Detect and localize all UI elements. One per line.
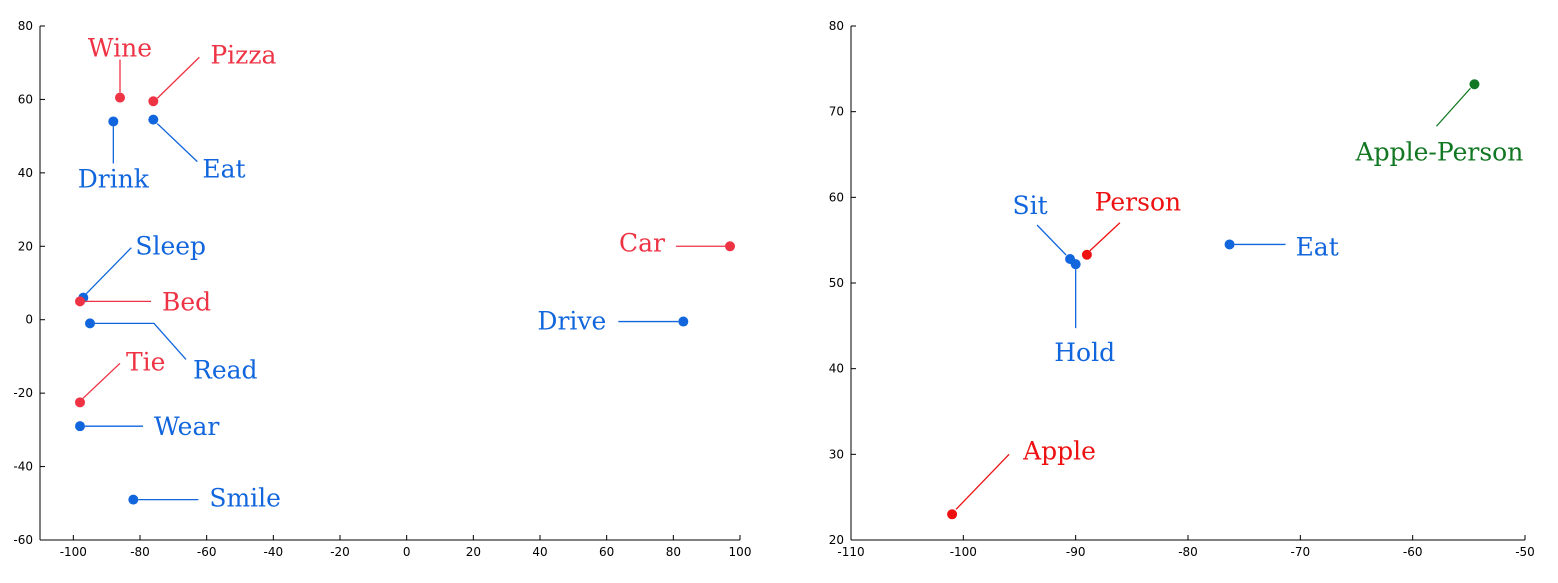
- x-tick-label: -80: [1178, 545, 1198, 559]
- point-label-tie: Tie: [126, 347, 165, 376]
- right-scatter-chart: -110 -100 -90 -80 -70 -60 -50 20 30 40 50 60 70 80 App…: [829, 19, 1535, 559]
- y-tick-label: 20: [829, 533, 844, 547]
- y-tick-label: 50: [829, 276, 844, 290]
- point-bed: [75, 296, 85, 307]
- x-tick-label: -60: [197, 545, 217, 559]
- x-tick-label: -60: [1403, 545, 1423, 559]
- point-wine: [115, 92, 125, 103]
- point-label-drive: Drive: [537, 307, 606, 336]
- x-tick-label: 100: [729, 545, 752, 559]
- point-read: [85, 318, 95, 329]
- point-label-apple: Apple: [1022, 436, 1096, 465]
- y-tick-label: -60: [13, 533, 33, 547]
- y-tick-label: 70: [829, 105, 844, 119]
- y-tick-label: 60: [829, 190, 844, 204]
- leader-line-sit: [1036, 224, 1067, 256]
- point-person: [1081, 249, 1092, 260]
- x-tick-label: -90: [1066, 545, 1086, 559]
- leader-line-pizza: [156, 56, 200, 99]
- x-tick-label: -80: [130, 545, 150, 559]
- x-tick-label: -50: [1515, 545, 1535, 559]
- leader-line-apple-person: [1435, 87, 1471, 127]
- y-tick-label: -40: [13, 460, 33, 474]
- point-apple: [947, 509, 958, 520]
- x-tick-label: -20: [330, 545, 350, 559]
- point-label-car: Car: [619, 228, 665, 257]
- x-tick-label: -110: [837, 545, 864, 559]
- y-tick-label: 40: [18, 166, 33, 180]
- point-label-hold: Hold: [1054, 338, 1115, 367]
- point-label-sit: Sit: [1012, 191, 1047, 220]
- point-drive: [678, 316, 689, 327]
- point-label-person: Person: [1095, 188, 1181, 217]
- point-label-wear: Wear: [154, 412, 219, 441]
- x-tick-label: 80: [666, 545, 681, 559]
- point-label-bed: Bed: [162, 287, 211, 316]
- leader-line-eat: [156, 123, 198, 163]
- leader-line-apple: [955, 453, 1010, 510]
- point-smile: [128, 494, 139, 505]
- x-tick-label: 40: [532, 545, 547, 559]
- y-tick-label: 0: [25, 313, 33, 327]
- point-wear: [75, 421, 85, 432]
- leader-line-sleep: [85, 247, 132, 295]
- y-tick-label: 80: [18, 19, 33, 33]
- leader-line-tie: [82, 362, 121, 399]
- y-tick-label: 30: [829, 447, 844, 461]
- point-drink: [108, 116, 119, 127]
- point-label-apple-person: Apple-Person: [1355, 137, 1524, 166]
- leader-line-person: [1089, 222, 1121, 252]
- point-tie: [75, 397, 85, 408]
- point-hold: [1070, 259, 1081, 270]
- x-tick-label: 0: [403, 545, 411, 559]
- x-tick-label: 60: [599, 545, 614, 559]
- point-label-drink: Drink: [78, 164, 150, 193]
- x-tick-label: -100: [950, 545, 977, 559]
- y-tick-label: 20: [18, 239, 33, 253]
- point-label-smile: Smile: [209, 484, 281, 513]
- point-label-wine: Wine: [88, 34, 152, 63]
- point-label-eat: Eat: [202, 155, 245, 184]
- x-tick-label: 20: [466, 545, 481, 559]
- point-eat: [148, 114, 159, 125]
- point-car: [725, 241, 735, 252]
- x-tick-label: -70: [1291, 545, 1311, 559]
- x-tick-label: -100: [60, 545, 87, 559]
- point-label-eat: Eat: [1296, 232, 1339, 261]
- y-tick-label: 80: [829, 19, 844, 33]
- x-tick-label: -40: [264, 545, 284, 559]
- y-tick-label: 60: [18, 92, 33, 106]
- point-label-read: Read: [193, 355, 258, 384]
- left-scatter-chart: -100 -80 -60 -40 -20 0 20 40 60 80 100 -60 -40 -20 0 20…: [13, 19, 751, 559]
- point-apple-person: [1469, 79, 1480, 90]
- point-label-pizza: Pizza: [210, 40, 276, 69]
- leader-line-read: [95, 322, 187, 360]
- y-tick-label: 40: [829, 362, 844, 376]
- point-label-sleep: Sleep: [135, 232, 206, 261]
- y-tick-label: -20: [13, 386, 33, 400]
- point-eat: [1224, 239, 1235, 250]
- point-pizza: [148, 96, 159, 107]
